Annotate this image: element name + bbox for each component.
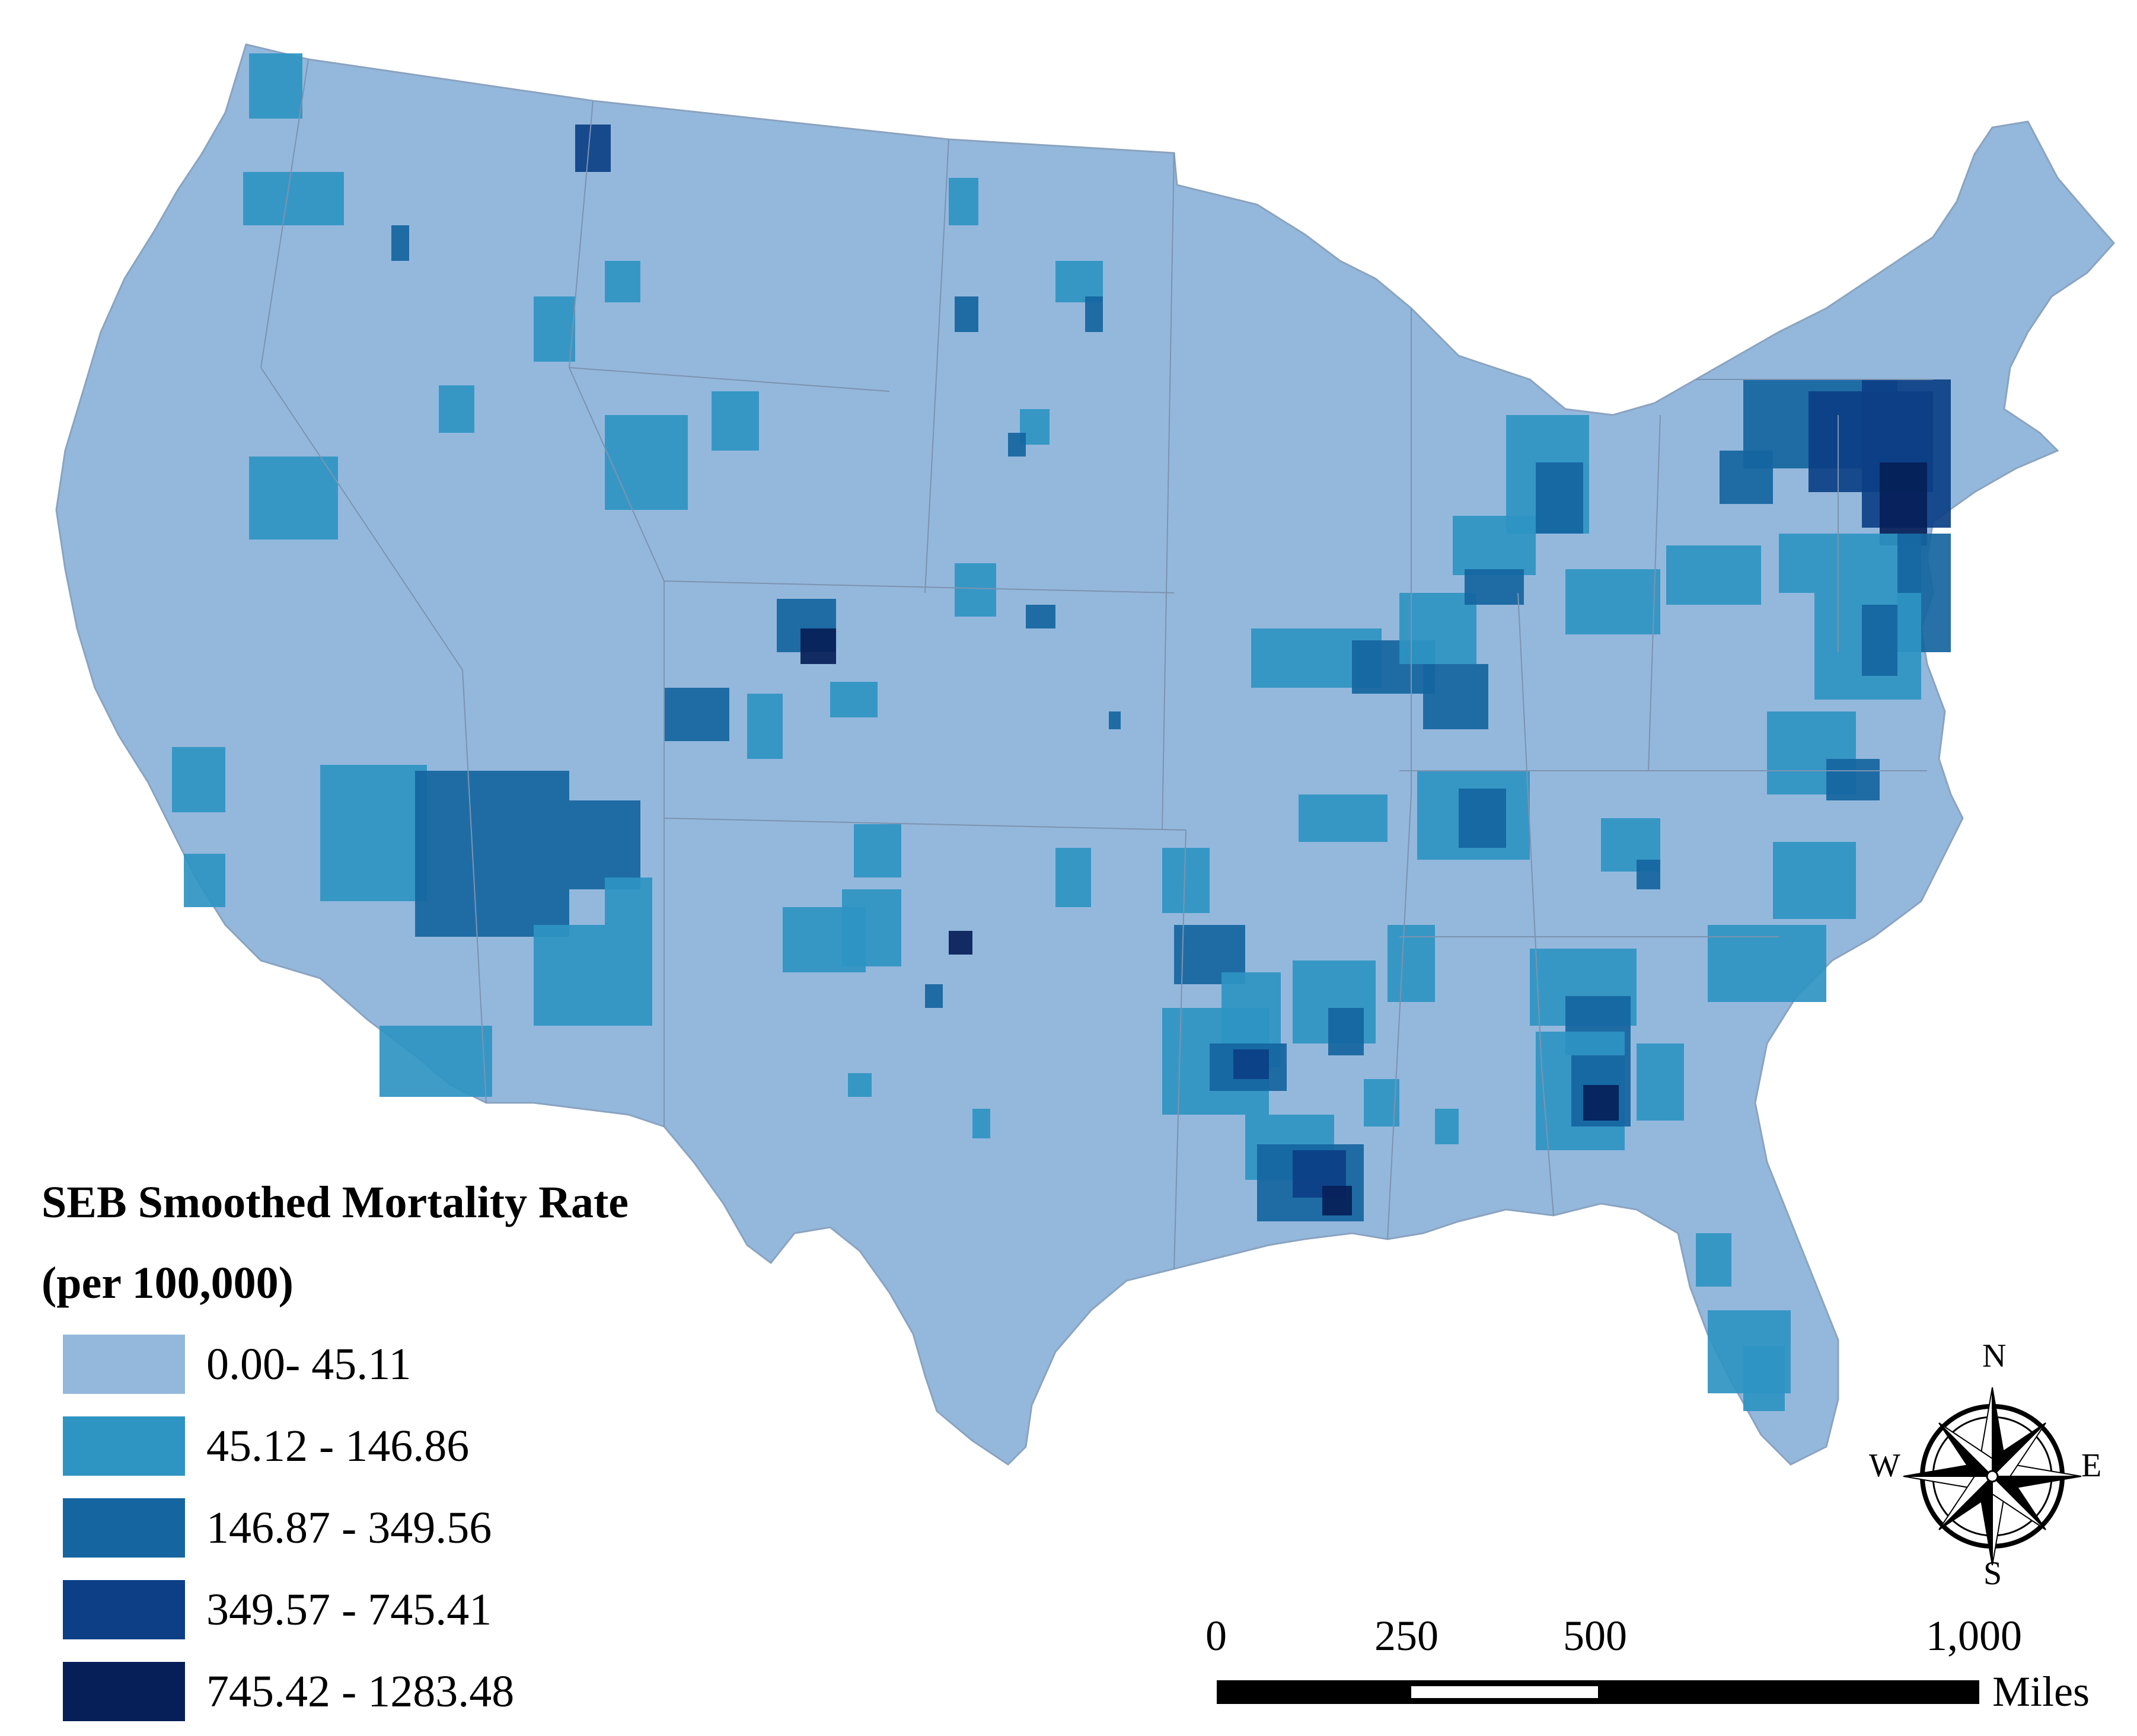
county-cluster: [605, 261, 640, 302]
legend-label: 146.87 - 349.56: [206, 1502, 492, 1553]
county-cluster: [925, 984, 943, 1008]
county-cluster: [848, 1073, 872, 1097]
county-cluster: [1423, 664, 1488, 729]
county-cluster: [1465, 569, 1524, 605]
county-cluster: [605, 877, 652, 925]
county-cluster: [569, 800, 640, 889]
compass-north-label: N: [1982, 1338, 2007, 1374]
legend-label: 349.57 - 745.41: [206, 1584, 492, 1635]
legend-item: 0.00- 45.11: [42, 1323, 783, 1405]
scale-bar: [1217, 1680, 1979, 1704]
county-cluster: [955, 563, 996, 617]
legend-item: 745.42 - 1283.48: [42, 1651, 783, 1732]
scale-tick-label: 250: [1374, 1612, 1439, 1660]
county-cluster: [1008, 433, 1026, 457]
county-cluster: [1233, 1049, 1269, 1079]
county-cluster: [379, 1026, 492, 1097]
map-legend: SEB Smoothed Mortality Rate (per 100,000…: [42, 1162, 783, 1732]
north-arrow-compass-icon: [1903, 1387, 2082, 1566]
scale-tick-label: 500: [1563, 1612, 1627, 1660]
legend-label: 45.12 - 146.86: [206, 1421, 470, 1471]
legend-swatch: [63, 1335, 185, 1394]
legend-label: 0.00- 45.11: [206, 1339, 412, 1389]
county-cluster: [1637, 1043, 1684, 1121]
scale-tick-label: 1,000: [1926, 1612, 2022, 1660]
county-cluster: [1109, 711, 1121, 729]
county-cluster: [1299, 794, 1388, 842]
county-cluster: [1328, 1008, 1364, 1055]
county-cluster: [320, 765, 427, 901]
county-cluster: [1459, 789, 1506, 848]
county-cluster: [783, 907, 866, 972]
legend-swatch: [63, 1416, 185, 1476]
county-cluster: [1322, 1186, 1352, 1215]
county-cluster: [1388, 925, 1435, 1002]
legend-swatch: [63, 1662, 185, 1721]
county-cluster: [439, 385, 474, 433]
county-cluster: [1435, 1109, 1459, 1144]
county-cluster: [1085, 296, 1103, 332]
county-cluster: [949, 931, 972, 955]
legend-swatch: [63, 1498, 185, 1558]
county-cluster: [1666, 545, 1761, 605]
county-cluster: [1399, 593, 1476, 664]
county-cluster: [854, 824, 901, 877]
compass-south-label: S: [1983, 1555, 2002, 1592]
scale-unit-label: Miles: [1992, 1668, 2090, 1715]
county-cluster: [1162, 848, 1210, 913]
legend-item: 45.12 - 146.86: [42, 1405, 783, 1487]
county-cluster: [184, 854, 225, 907]
county-cluster: [1637, 860, 1660, 889]
county-cluster: [249, 53, 302, 119]
county-cluster: [172, 747, 225, 812]
county-cluster: [249, 457, 338, 540]
compass-east-label: E: [2081, 1447, 2102, 1484]
county-cluster: [1055, 848, 1091, 907]
county-choropleth-layer: [172, 53, 1951, 1411]
county-cluster: [1055, 261, 1103, 302]
county-cluster: [955, 296, 978, 332]
state-boundaries: [260, 59, 1933, 1269]
county-cluster: [972, 1109, 990, 1138]
county-cluster: [1583, 1085, 1619, 1121]
county-cluster: [712, 391, 759, 451]
county-cluster: [415, 771, 569, 937]
county-cluster: [243, 172, 344, 225]
county-cluster: [605, 415, 688, 510]
scale-tick-label: 0: [1205, 1612, 1227, 1660]
legend-swatch: [63, 1580, 185, 1639]
county-cluster: [1026, 605, 1055, 628]
county-cluster: [664, 688, 729, 741]
county-cluster: [830, 682, 878, 717]
legend-item: 349.57 - 745.41: [42, 1569, 783, 1651]
county-cluster: [1708, 925, 1826, 1002]
county-cluster: [1565, 569, 1660, 634]
legend-subtitle: (per 100,000): [42, 1258, 294, 1308]
county-cluster: [747, 694, 783, 759]
county-cluster: [1696, 1233, 1731, 1287]
compass-west-label: W: [1869, 1447, 1900, 1484]
legend-item: 146.87 - 349.56: [42, 1487, 783, 1569]
county-cluster: [949, 178, 978, 225]
county-cluster: [1743, 1346, 1785, 1411]
county-cluster: [575, 125, 611, 172]
county-cluster: [1826, 759, 1880, 800]
county-cluster: [391, 225, 409, 261]
county-cluster: [1536, 462, 1583, 534]
legend-label: 745.42 - 1283.48: [206, 1666, 515, 1716]
county-cluster: [534, 296, 575, 362]
county-cluster: [534, 925, 652, 1026]
county-cluster: [1880, 462, 1927, 545]
legend-title: SEB Smoothed Mortality Rate: [42, 1177, 629, 1227]
county-cluster: [1862, 605, 1897, 676]
county-cluster: [1773, 842, 1856, 919]
county-cluster: [1453, 516, 1536, 575]
county-cluster: [800, 628, 836, 664]
